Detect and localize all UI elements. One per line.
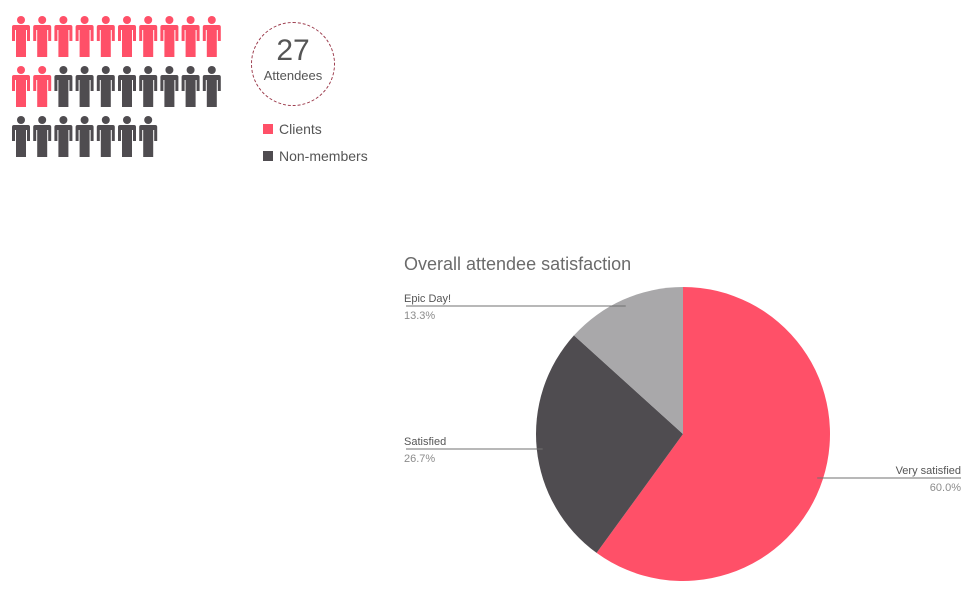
pie-slice-value-label: 60.0%: [930, 482, 961, 494]
pie-slice-value-label: 26.7%: [404, 453, 435, 465]
chart-title: Overall attendee satisfaction: [404, 254, 631, 274]
person-icon: [33, 16, 52, 57]
person-icon: [54, 16, 73, 57]
person-icon: [139, 16, 158, 57]
attendee-icon-grid: [12, 16, 221, 157]
pie-slice: [573, 287, 683, 434]
person-icon: [96, 116, 115, 157]
person-icon: [96, 66, 115, 107]
pie-slice: [536, 335, 683, 553]
pie-slice-label: Very satisfied: [896, 465, 961, 477]
attendee-label: Attendees: [263, 68, 323, 83]
person-icon: [33, 66, 52, 107]
person-icon: [12, 66, 30, 107]
person-icon: [202, 66, 221, 107]
nonmembers-swatch: [263, 151, 273, 161]
person-icon: [75, 16, 94, 57]
person-icon: [96, 16, 115, 57]
attendee-count-badge: 27 Attendees: [251, 22, 335, 106]
person-icon: [75, 66, 94, 107]
person-icon: [54, 66, 73, 107]
person-icon: [75, 116, 94, 157]
person-icon: [181, 66, 200, 107]
person-icon: [54, 116, 73, 157]
person-icon: [12, 116, 30, 157]
legend-item-clients: Clients: [263, 121, 322, 137]
pie-slice: [596, 287, 830, 581]
person-icon: [160, 16, 179, 57]
attendee-count: 27: [276, 34, 310, 67]
legend-label-clients: Clients: [279, 121, 322, 137]
pie-slice-value-label: 13.3%: [404, 310, 435, 322]
person-icon: [33, 116, 52, 157]
person-icon: [118, 116, 136, 157]
person-icon: [139, 116, 158, 157]
legend-label-nonmembers: Non-members: [279, 148, 368, 164]
person-icon: [118, 16, 136, 57]
pie-slices: [536, 287, 830, 581]
pie-labels: Very satisfied 60.0% Satisfied 26.7% Epic Da…: [404, 293, 961, 494]
clients-swatch: [263, 124, 273, 134]
pie-slice-label: Epic Day!: [404, 293, 451, 305]
pie-slice-label: Satisfied: [404, 436, 446, 448]
legend-item-nonmembers: Non-members: [263, 148, 368, 164]
person-icon: [139, 66, 158, 107]
person-icon: [181, 16, 200, 57]
person-icon: [160, 66, 179, 107]
person-icon: [202, 16, 221, 57]
person-icon: [118, 66, 136, 107]
person-icon: [12, 16, 30, 57]
